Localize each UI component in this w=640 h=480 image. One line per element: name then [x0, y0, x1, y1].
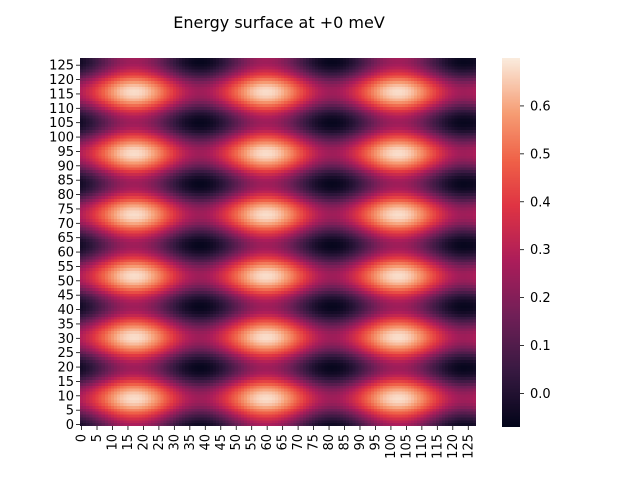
colorbar-tick-label: 0.3	[530, 243, 551, 258]
y-tick-label: 65	[57, 231, 74, 246]
y-tick-label: 100	[49, 131, 74, 146]
colorbar-axis: 0.0 0.1 0.2 0.3 0.4 0.5 0.6	[520, 99, 551, 402]
y-tick-label: 90	[57, 159, 74, 174]
x-tick-label: 85	[338, 434, 353, 451]
x-tick-label: 40	[198, 434, 213, 451]
x-tick-label: 80	[322, 434, 337, 451]
x-tick-label: 65	[276, 434, 291, 451]
colorbar-tick-label: 0.1	[530, 339, 551, 354]
y-tick-label: 85	[57, 174, 74, 189]
y-tick-label: 45	[57, 289, 74, 304]
y-tick-label: 105	[49, 116, 74, 131]
y-tick-label: 50	[57, 274, 74, 289]
y-axis: 0510152025303540455055606570758085909510…	[49, 59, 80, 433]
x-tick-label: 115	[430, 434, 445, 459]
y-tick-label: 5	[66, 404, 74, 419]
colorbar-tick-label: 0.0	[530, 387, 551, 402]
y-tick-label: 55	[57, 260, 74, 275]
y-tick-label: 60	[57, 246, 74, 261]
y-tick-label: 75	[57, 202, 74, 217]
chart-title: Energy surface at +0 meV	[173, 13, 385, 32]
x-tick-label: 0	[75, 434, 90, 442]
colorbar-tick-label: 0.2	[530, 291, 551, 306]
y-tick-label: 115	[49, 87, 74, 102]
y-tick-label: 15	[57, 375, 74, 390]
colorbar-tick-label: 0.6	[530, 99, 551, 114]
y-tick-label: 10	[57, 389, 74, 404]
y-tick-label: 110	[49, 102, 74, 117]
x-tick-label: 35	[183, 434, 198, 451]
heatmap-image	[80, 58, 476, 426]
x-tick-label: 105	[399, 434, 414, 459]
y-tick-label: 95	[57, 145, 74, 160]
x-tick-label: 120	[446, 434, 461, 459]
colorbar	[502, 58, 520, 427]
x-tick-label: 20	[136, 434, 151, 451]
y-tick-label: 40	[57, 303, 74, 318]
x-tick-label: 30	[167, 434, 182, 451]
x-tick-label: 45	[214, 434, 229, 451]
y-tick-label: 30	[57, 332, 74, 347]
x-tick-label: 125	[461, 434, 476, 459]
colorbar-tick-label: 0.5	[530, 147, 551, 162]
y-tick-label: 20	[57, 361, 74, 376]
x-tick-label: 10	[105, 434, 120, 451]
x-tick-label: 25	[152, 434, 167, 451]
x-tick-label: 55	[245, 434, 260, 451]
y-tick-label: 70	[57, 217, 74, 232]
x-tick-label: 60	[260, 434, 275, 451]
x-tick-label: 70	[291, 434, 306, 451]
colorbar-tick-label: 0.4	[530, 195, 551, 210]
y-tick-label: 80	[57, 188, 74, 203]
y-tick-label: 35	[57, 317, 74, 332]
y-tick-label: 120	[49, 73, 74, 88]
x-tick-label: 15	[121, 434, 136, 451]
y-tick-label: 0	[66, 418, 74, 433]
x-tick-label: 5	[90, 434, 105, 442]
x-tick-label: 50	[229, 434, 244, 451]
y-tick-label: 25	[57, 346, 74, 361]
y-tick-label: 125	[49, 59, 74, 74]
x-tick-label: 95	[368, 434, 383, 451]
x-tick-label: 100	[384, 434, 399, 459]
x-tick-label: 90	[353, 434, 368, 451]
x-tick-label: 75	[307, 434, 322, 451]
x-tick-label: 110	[415, 434, 430, 459]
x-axis: 0 5 10 15 20 25 30 35 40 45 50 55 60 65 70 75 80 85 90 95 10…	[75, 426, 476, 459]
